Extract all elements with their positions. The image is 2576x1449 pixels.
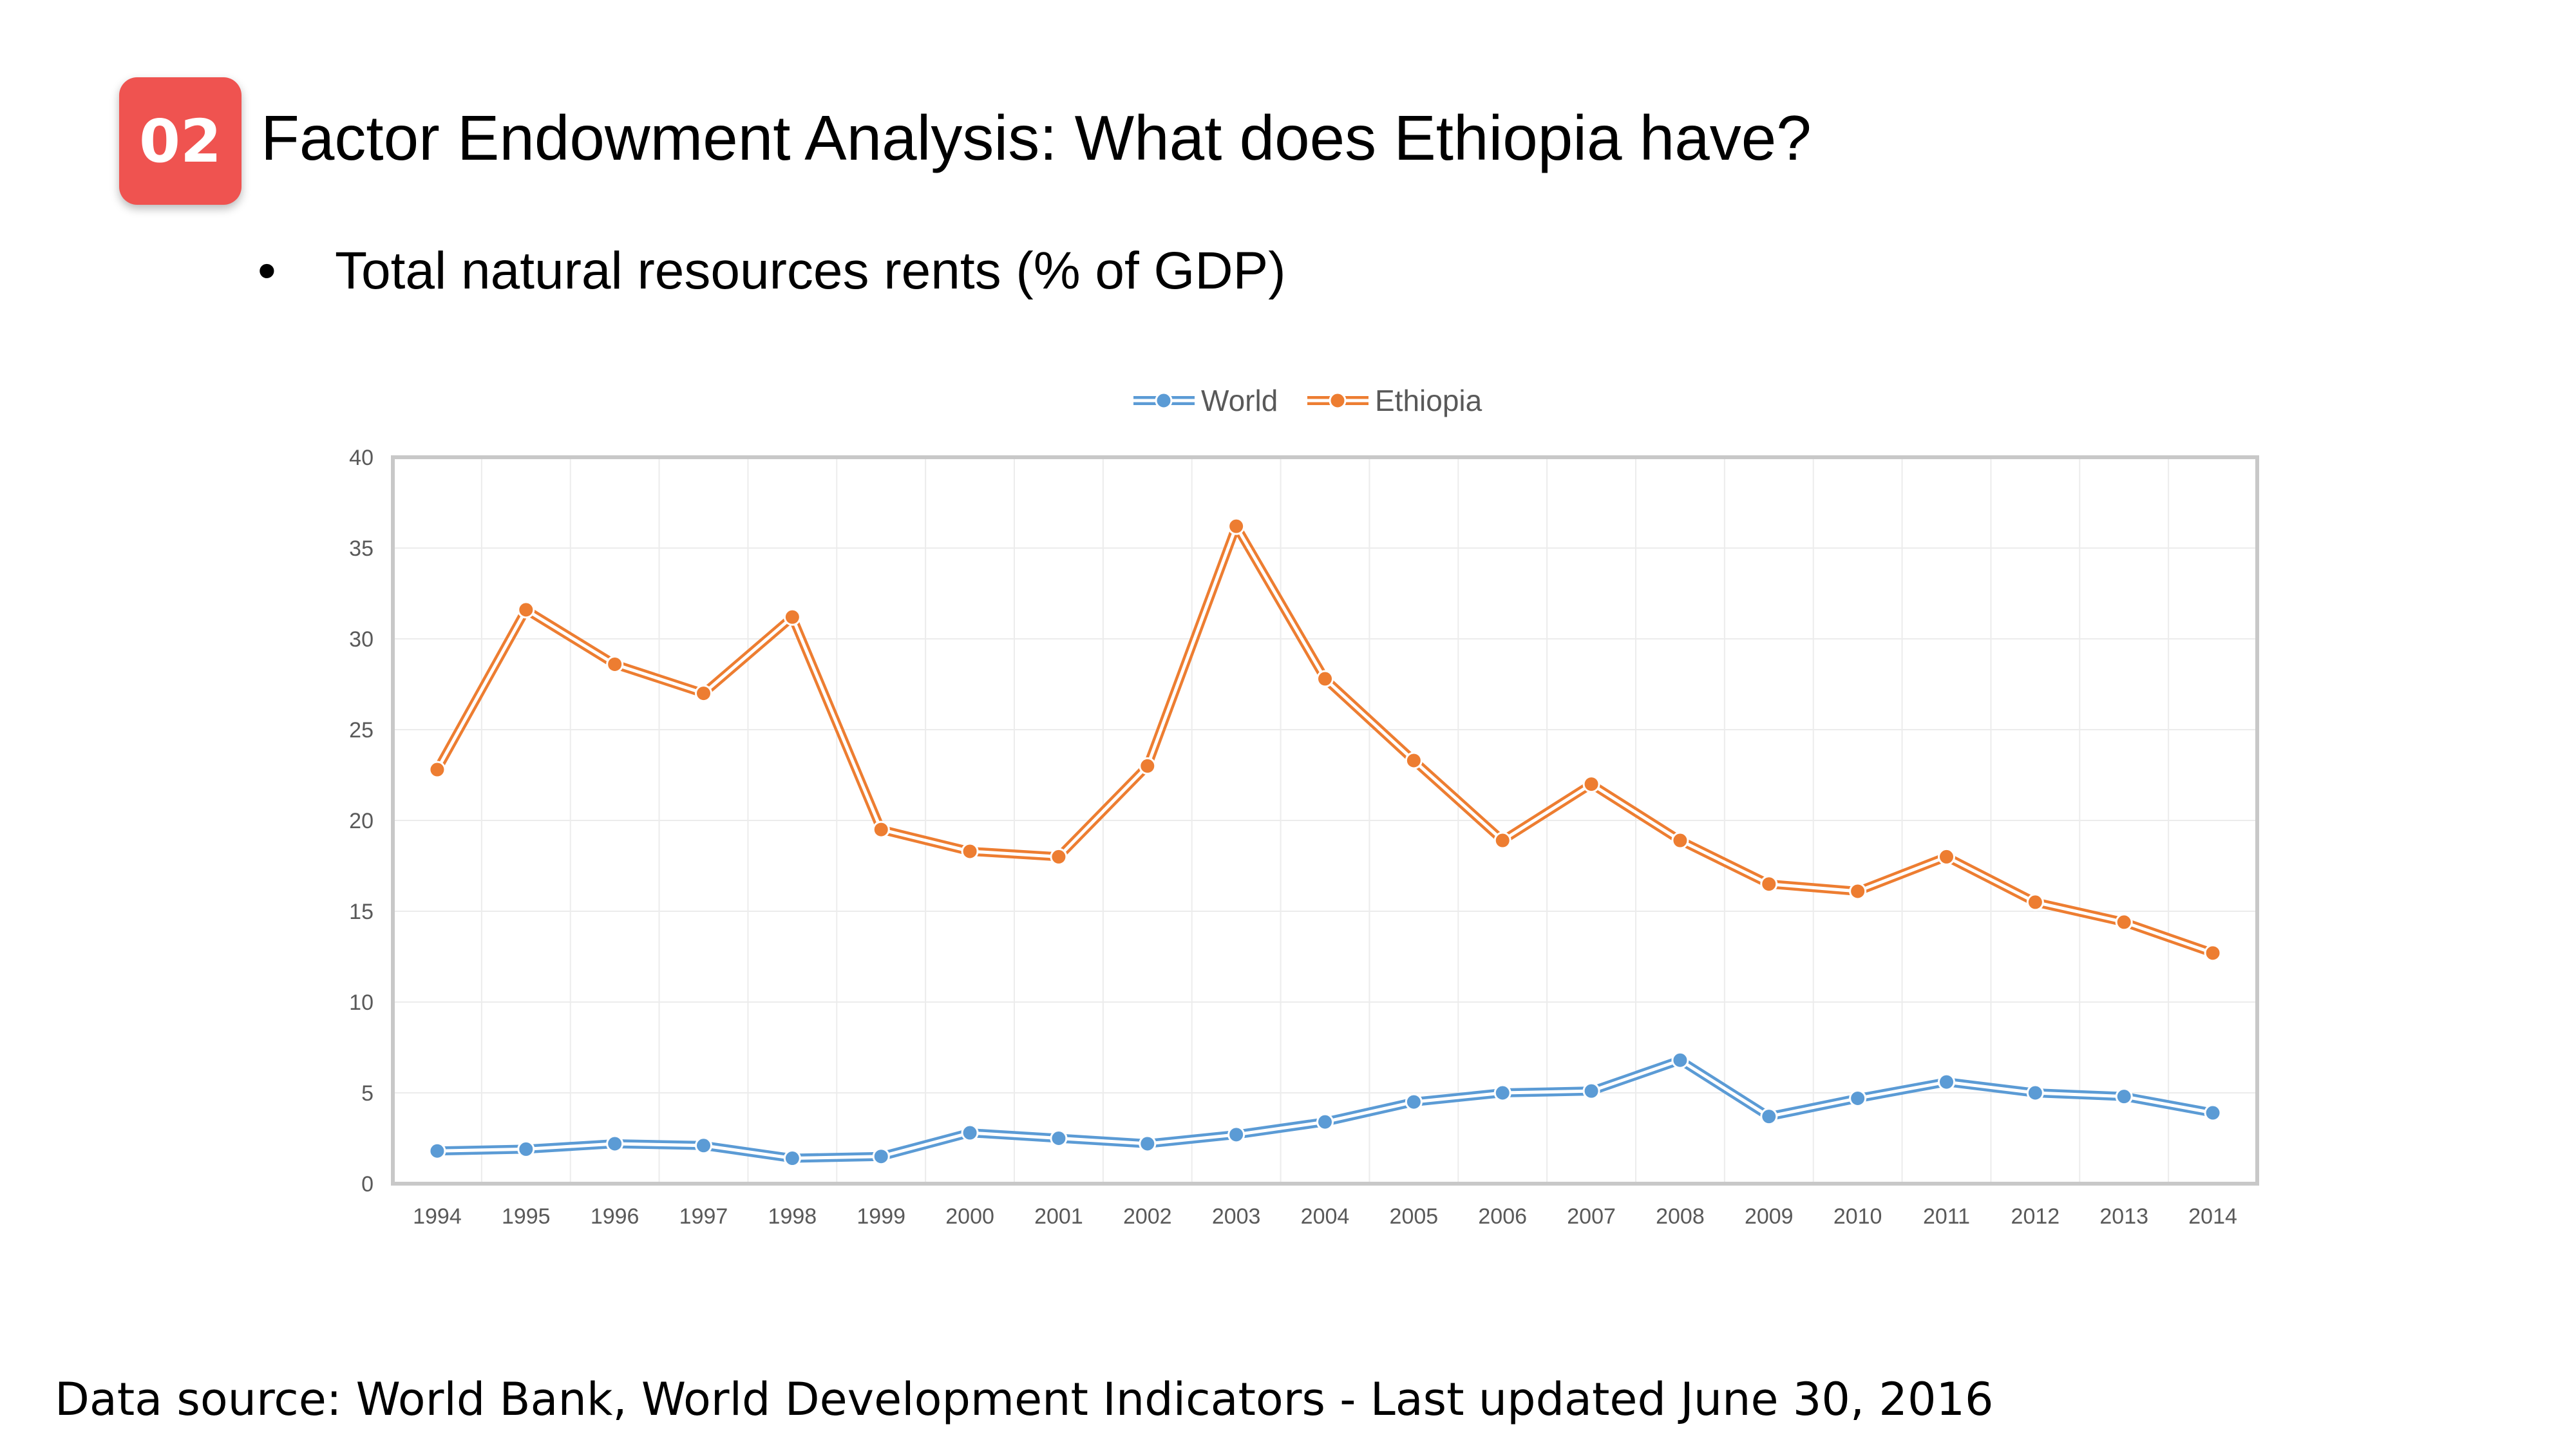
x-tick-label: 2003 (1212, 1204, 1261, 1229)
data-point-world (1227, 1126, 1245, 1144)
y-tick-label: 5 (361, 1081, 374, 1106)
data-point-world (1760, 1108, 1778, 1126)
x-tick-label: 2005 (1390, 1204, 1439, 1229)
data-point-world (1405, 1093, 1423, 1111)
data-point-world (2115, 1088, 2133, 1106)
data-point-world (1493, 1084, 1511, 1102)
y-tick-label: 10 (349, 990, 374, 1015)
data-point-world (606, 1135, 624, 1153)
x-tick-label: 2004 (1301, 1204, 1350, 1229)
data-point-ethiopia (783, 608, 801, 626)
legend-label-ethiopia: Ethiopia (1375, 384, 1482, 417)
data-point-ethiopia (1050, 848, 1068, 866)
x-tick-label: 1998 (768, 1204, 817, 1229)
x-tick-label: 2011 (1923, 1204, 1970, 1229)
data-point-ethiopia (1671, 831, 1689, 849)
y-tick-label: 40 (349, 446, 374, 470)
data-point-world (1849, 1089, 1867, 1107)
data-point-ethiopia (517, 601, 535, 619)
data-point-world (1139, 1135, 1157, 1153)
data-point-ethiopia (695, 685, 712, 703)
legend-label-world: World (1201, 384, 1278, 417)
x-tick-label: 2002 (1123, 1204, 1172, 1229)
x-tick-label: 1999 (857, 1204, 905, 1229)
data-point-world (961, 1124, 979, 1142)
x-tick-label: 2007 (1567, 1204, 1616, 1229)
data-point-ethiopia (1227, 517, 1245, 535)
data-point-world (1582, 1082, 1600, 1100)
data-point-world (783, 1150, 801, 1168)
data-point-ethiopia (1938, 848, 1955, 866)
data-point-ethiopia (1582, 775, 1600, 793)
data-point-world (2026, 1084, 2044, 1102)
section-number: 02 (138, 106, 222, 176)
data-point-ethiopia (1849, 882, 1867, 900)
x-tick-label: 2001 (1034, 1204, 1083, 1229)
plot-area-border (391, 455, 2259, 1186)
x-tick-label: 1994 (413, 1204, 462, 1229)
data-point-world (1316, 1113, 1334, 1131)
page-title: Factor Endowment Analysis: What does Eth… (261, 102, 1812, 173)
x-tick-label: 2009 (1745, 1204, 1794, 1229)
legend-marker-ethiopia (1329, 392, 1347, 410)
x-tick-label: 2006 (1478, 1204, 1527, 1229)
x-tick-label: 2012 (2011, 1204, 2060, 1229)
subtitle-bullet: • Total natural resources rents (% of GD… (258, 245, 1286, 298)
data-source-note: Data source: World Bank, World Developme… (55, 1373, 1994, 1426)
data-point-ethiopia (961, 842, 979, 860)
y-tick-label: 30 (349, 627, 374, 652)
data-point-ethiopia (2026, 893, 2044, 911)
data-point-world (1671, 1051, 1689, 1069)
section-number-badge: 02 (119, 77, 242, 205)
x-tick-label: 2008 (1656, 1204, 1705, 1229)
y-tick-label: 0 (361, 1172, 374, 1197)
y-tick-label: 35 (349, 536, 374, 561)
data-point-world (517, 1140, 535, 1158)
x-tick-label: 2013 (2099, 1204, 2148, 1229)
x-tick-label: 2010 (1833, 1204, 1882, 1229)
data-point-ethiopia (2115, 913, 2133, 931)
data-point-world (1050, 1130, 1068, 1147)
y-tick-label: 25 (349, 718, 374, 743)
data-point-ethiopia (1760, 875, 1778, 893)
data-point-world (1938, 1073, 1955, 1091)
legend-marker-world (1155, 392, 1173, 410)
x-tick-label: 1996 (591, 1204, 639, 1229)
data-point-ethiopia (1139, 757, 1157, 775)
data-point-ethiopia (606, 655, 624, 673)
series-line-inner-ethiopia (435, 524, 2213, 955)
x-tick-label: 1995 (502, 1204, 551, 1229)
data-point-world (428, 1142, 446, 1160)
x-tick-label: 2000 (945, 1204, 994, 1229)
data-point-ethiopia (2204, 944, 2222, 962)
data-point-ethiopia (428, 761, 446, 779)
data-point-world (2204, 1104, 2222, 1122)
bullet-icon: • (258, 242, 276, 300)
data-point-world (695, 1137, 712, 1155)
data-point-ethiopia (1316, 670, 1334, 688)
data-point-ethiopia (872, 820, 890, 838)
x-tick-label: 2014 (2188, 1204, 2237, 1229)
y-tick-label: 20 (349, 809, 374, 833)
x-tick-label: 1997 (679, 1204, 728, 1229)
data-point-world (872, 1148, 890, 1166)
series-line-ethiopia (433, 522, 2215, 958)
data-point-ethiopia (1493, 831, 1511, 849)
data-point-ethiopia (1405, 752, 1423, 770)
y-tick-label: 15 (349, 900, 374, 924)
subtitle: Total natural resources rents (% of GDP) (335, 242, 1286, 300)
